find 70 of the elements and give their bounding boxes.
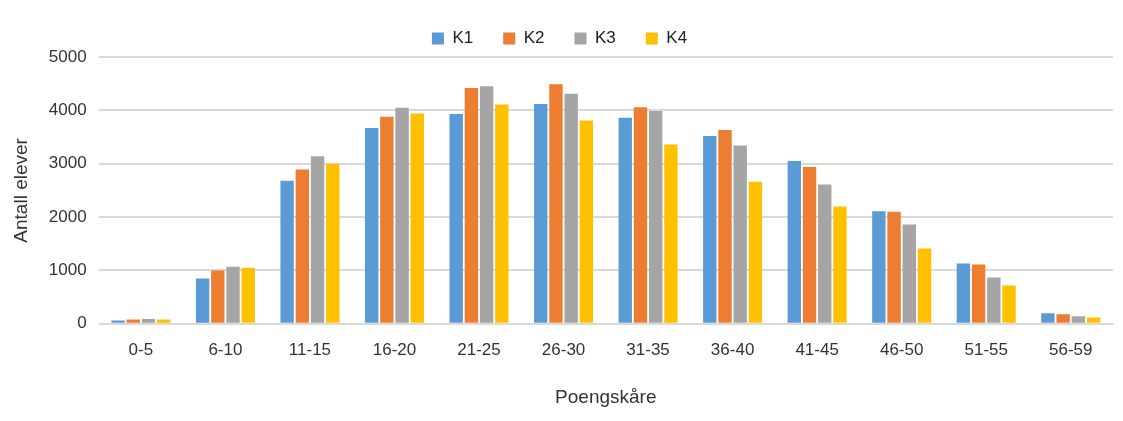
bar xyxy=(534,103,548,323)
bar xyxy=(579,120,594,323)
bar xyxy=(211,270,225,323)
bar xyxy=(833,206,847,323)
bar xyxy=(703,135,717,323)
bar xyxy=(818,184,832,323)
bar xyxy=(633,107,648,323)
bar xyxy=(495,104,509,323)
bar xyxy=(549,84,563,323)
bar xyxy=(802,166,817,323)
bar xyxy=(956,263,971,323)
bar xyxy=(1086,317,1101,323)
legend-label: K4 xyxy=(666,28,688,48)
bar xyxy=(195,278,210,323)
bar xyxy=(887,211,901,323)
y-axis-title: Antall elever xyxy=(9,137,31,243)
y-tick-label: 0 xyxy=(77,313,87,333)
bar xyxy=(310,156,325,323)
bar xyxy=(718,130,732,323)
bar xyxy=(295,169,310,323)
bar xyxy=(395,107,409,323)
legend-label: K1 xyxy=(452,28,474,48)
bar xyxy=(1056,314,1070,323)
x-tick-label: 21-25 xyxy=(457,339,501,359)
bar xyxy=(410,113,424,323)
x-tick-label: 16-20 xyxy=(372,339,417,359)
legend-label: K2 xyxy=(523,28,545,48)
bar xyxy=(618,117,632,323)
bar xyxy=(1041,313,1055,323)
x-tick-label: 56-59 xyxy=(1048,339,1093,359)
bar xyxy=(971,264,986,323)
bar xyxy=(733,145,747,323)
bar xyxy=(872,211,886,323)
bar xyxy=(787,161,802,323)
x-tick-label: 46-50 xyxy=(879,339,924,359)
bar xyxy=(364,127,379,323)
bar xyxy=(664,144,678,323)
bar xyxy=(564,93,578,323)
bar xyxy=(464,87,479,323)
bar xyxy=(280,180,294,323)
bar xyxy=(1071,316,1086,323)
bar xyxy=(1002,285,1016,323)
x-tick-label: 51-55 xyxy=(964,339,1008,359)
x-tick-label: 26-30 xyxy=(541,339,586,359)
bar xyxy=(917,248,932,323)
x-tick-label: 11-15 xyxy=(288,339,332,359)
y-tick-label: 5000 xyxy=(48,46,87,66)
y-tick-label: 3000 xyxy=(48,153,87,173)
y-tick-label: 2000 xyxy=(48,206,87,226)
bar xyxy=(241,267,255,323)
bar xyxy=(748,181,763,323)
x-tick-label: 0-5 xyxy=(128,339,154,359)
bar xyxy=(326,163,340,323)
bar xyxy=(226,266,240,323)
bar xyxy=(902,224,916,323)
x-tick-label: 6-10 xyxy=(208,339,243,359)
x-tick-label: 31-35 xyxy=(626,339,670,359)
bar xyxy=(648,110,663,323)
y-tick-label: 4000 xyxy=(48,100,87,120)
bar xyxy=(380,116,394,323)
bar xyxy=(141,319,156,323)
y-tick-label: 1000 xyxy=(48,260,87,280)
bar xyxy=(111,320,125,323)
bar xyxy=(479,86,494,323)
bar xyxy=(987,277,1001,323)
bar xyxy=(449,114,463,323)
x-axis-title: Poengskåre xyxy=(555,385,657,407)
x-tick-label: 41-45 xyxy=(795,339,839,359)
legend-label: K3 xyxy=(595,28,616,48)
x-tick-label: 36-40 xyxy=(710,339,755,359)
